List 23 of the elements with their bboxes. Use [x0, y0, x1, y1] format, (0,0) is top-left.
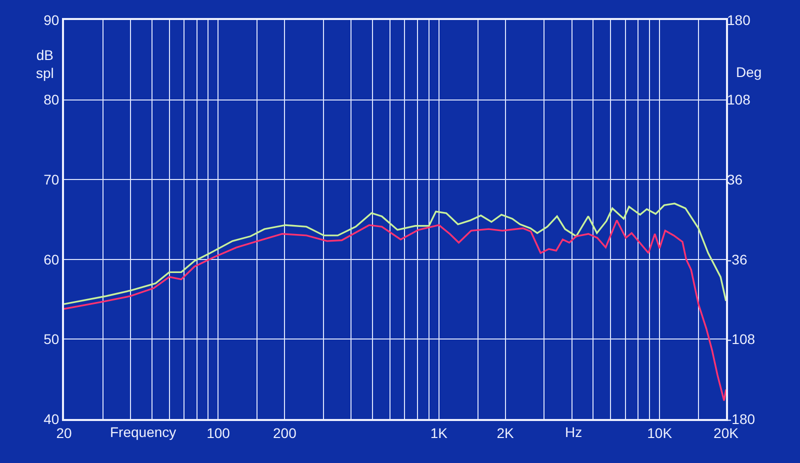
text: Hz [565, 424, 582, 440]
y2-tick-label: -180 [727, 410, 756, 427]
y-tick-label: 60 [44, 251, 60, 268]
y-tick-label: 70 [44, 172, 60, 188]
y-tick-label: 50 [44, 331, 60, 348]
x-tick-label: 100 [206, 424, 230, 441]
y2-tick-label: 108 [727, 92, 751, 108]
x-tick-label: 10K [647, 424, 673, 441]
y2-tick-label: -36 [727, 251, 748, 268]
x-tick-label: 20 [56, 424, 72, 441]
x-tick-label: 200 [272, 424, 297, 441]
x-tick-label: 1K [430, 424, 448, 441]
x-axis-title: Frequency [110, 424, 176, 440]
y-axis-title: dB spl [36, 47, 54, 82]
y-tick-label: 40 [44, 410, 60, 427]
y2-tick-label: 180 [727, 12, 751, 28]
y-tick-label: 90 [44, 12, 60, 28]
x-tick-label: 2K [496, 424, 515, 441]
y2-tick-label: 36 [727, 172, 743, 188]
x-tick-label: 20K [714, 424, 740, 441]
y-tick-label: 80 [44, 92, 60, 108]
y2-tick-label: -108 [727, 331, 756, 348]
y2-axis-title: Deg [736, 64, 762, 80]
